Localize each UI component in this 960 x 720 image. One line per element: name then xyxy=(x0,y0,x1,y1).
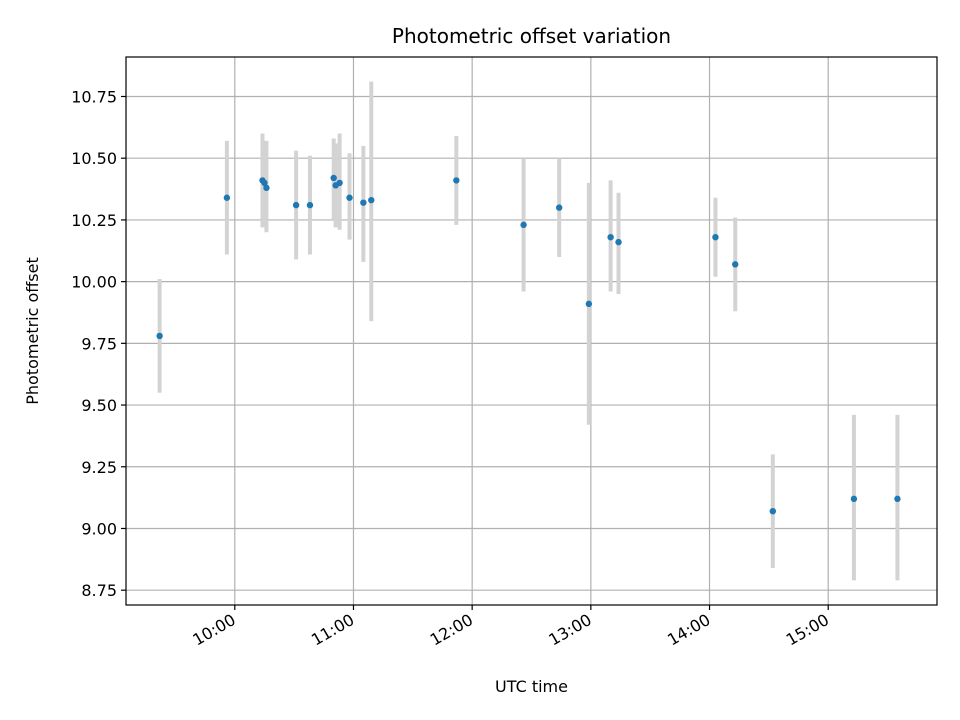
data-point xyxy=(453,177,460,184)
data-point xyxy=(769,507,777,515)
data-point xyxy=(368,196,375,204)
data-point xyxy=(850,495,858,503)
data-point xyxy=(615,238,622,246)
data-point xyxy=(306,201,314,209)
chart-title: Photometric offset variation xyxy=(392,24,671,48)
grid xyxy=(126,57,937,605)
y-tick-label: 9.25 xyxy=(81,458,117,477)
plot-frame xyxy=(125,56,938,606)
x-tick-label: 15:00 xyxy=(783,610,832,650)
y-tick-label: 10.25 xyxy=(71,211,117,230)
data-point xyxy=(223,194,231,201)
data-point xyxy=(261,179,268,187)
x-tick-label: 14:00 xyxy=(664,610,713,650)
data-point xyxy=(336,179,343,187)
data-point xyxy=(732,261,739,268)
data-point xyxy=(263,184,270,192)
data-point xyxy=(330,174,337,182)
x-tick-label: 10:00 xyxy=(189,610,238,650)
x-axis-label: UTC time xyxy=(495,677,568,696)
y-tick-label: 9.75 xyxy=(81,334,117,353)
data-point xyxy=(555,204,563,211)
data-point xyxy=(520,221,527,229)
data-point xyxy=(360,199,367,206)
error-bars xyxy=(157,81,900,581)
data-point xyxy=(607,233,614,241)
x-tick-label: 12:00 xyxy=(427,610,476,650)
x-tick-label: 11:00 xyxy=(308,610,357,650)
y-tick-label: 10.00 xyxy=(71,273,117,292)
data-point xyxy=(292,201,300,209)
data-points xyxy=(156,174,901,515)
axis-ticks: 10:00 11:00 12:00 13:00 14:00 15:00 8.75 9.00 9.… xyxy=(71,87,832,649)
y-tick-label: 8.75 xyxy=(81,581,117,600)
y-tick-label: 10.75 xyxy=(71,87,117,106)
y-axis-label: Photometric offset xyxy=(23,257,42,405)
y-tick-label: 10.50 xyxy=(71,149,117,168)
x-tick-label: 13:00 xyxy=(545,610,594,650)
data-point xyxy=(894,495,901,503)
data-point xyxy=(156,332,163,340)
y-tick-label: 9.00 xyxy=(81,519,117,538)
data-point xyxy=(712,233,719,241)
data-point xyxy=(346,194,353,201)
y-tick-label: 9.50 xyxy=(81,396,117,415)
data-point xyxy=(585,300,593,308)
